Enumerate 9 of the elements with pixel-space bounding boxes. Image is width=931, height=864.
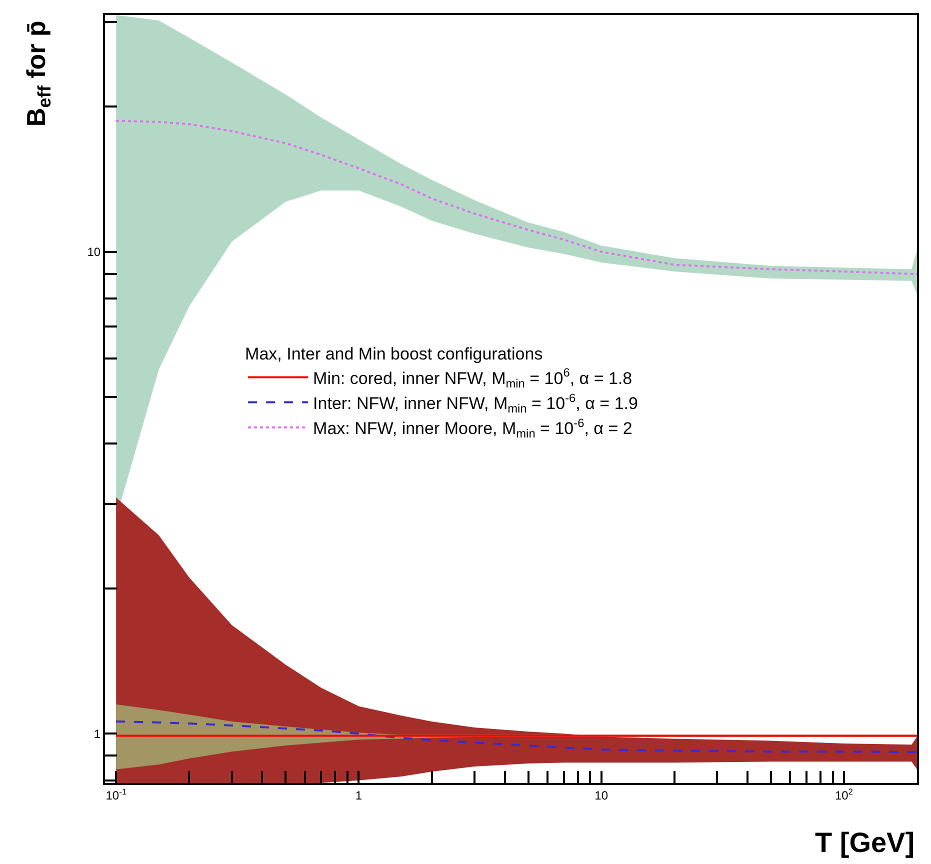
x-axis-title: T [GeV]: [815, 827, 915, 858]
legend-label: Min: cored, inner NFW, M$_{min}$ = 10$^{6}$, α = 1.8: [313, 366, 632, 390]
legend-title: Max, Inter and Min boost configurations: [245, 344, 543, 364]
legend-label: Inter: NFW, inner NFW, M$_{min}$ = 10$^{-6}$, α = 1.9: [313, 390, 638, 416]
x-tick-label: 10$^{2}$: [834, 786, 854, 802]
x-tick-label: 1: [355, 788, 362, 802]
legend-label: Max: NFW, inner Moore, M$_{min}$ = 10$^{-6}$, α = 2: [313, 416, 632, 441]
x-tick-label: 10$^{-1}$: [106, 786, 127, 802]
x-tick-label: 10: [594, 788, 608, 802]
